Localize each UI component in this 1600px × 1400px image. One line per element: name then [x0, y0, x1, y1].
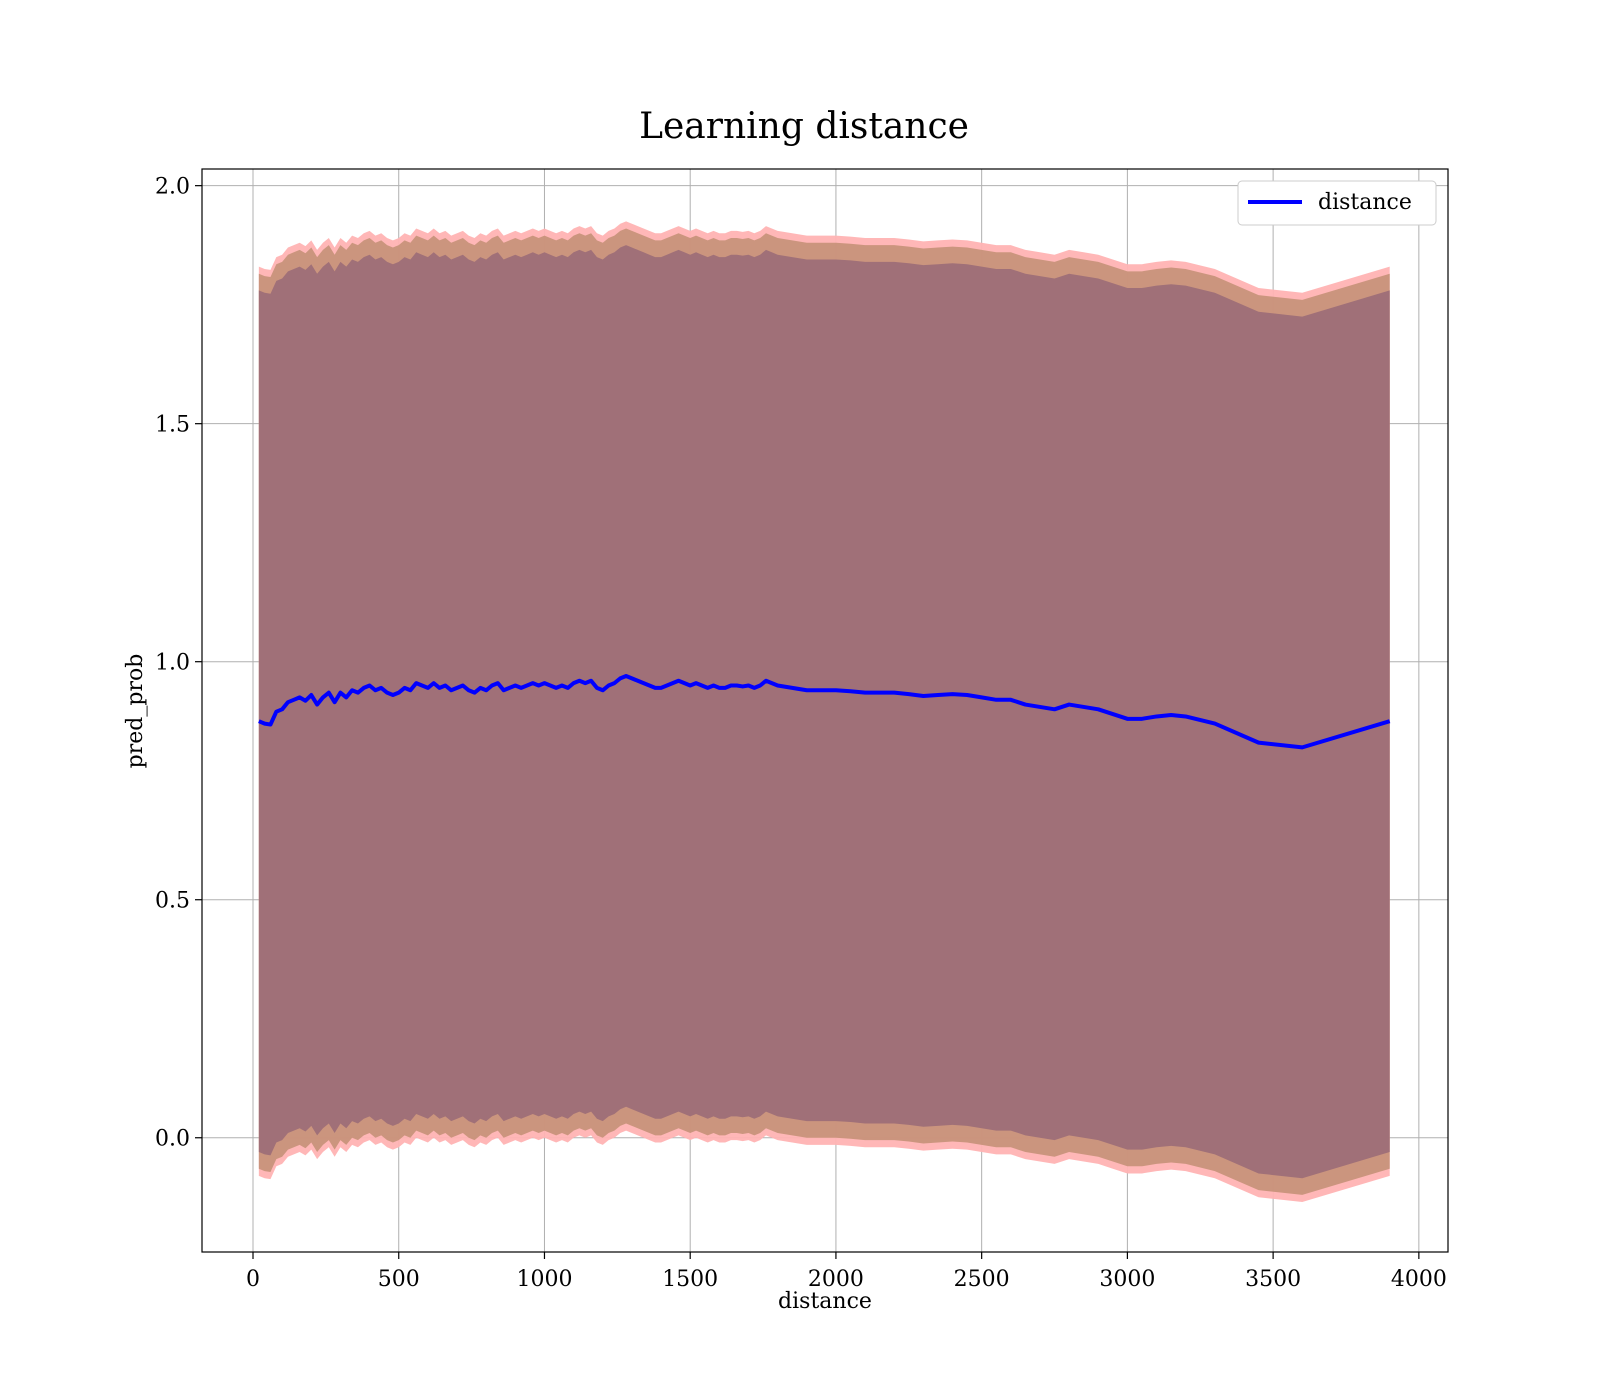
x-tick-label: 0: [246, 1267, 260, 1292]
x-tick-label: 2500: [954, 1267, 1010, 1292]
plot-frame: [201, 168, 1449, 1253]
x-tick-label: 1000: [516, 1267, 572, 1292]
x-axis-label: distance: [778, 1289, 872, 1314]
series-line-distance: [258, 673, 1391, 750]
y-tick-label: 1.0: [155, 651, 190, 676]
x-tick-label: 3000: [1099, 1267, 1155, 1292]
chart-title: Learning distance: [639, 106, 969, 147]
series-lines: [258, 673, 1391, 750]
y-tick-label: 2.0: [155, 175, 190, 200]
x-tick-label: 1500: [662, 1267, 718, 1292]
band-inner: [258, 245, 1390, 1179]
legend: distance: [1237, 180, 1437, 226]
x-axis-ticks: 0 500 1000 1500 2000 2500 3000 3500 4000: [246, 1252, 1447, 1292]
x-tick-label: 4000: [1391, 1267, 1447, 1292]
legend-label-distance: distance: [1318, 190, 1412, 215]
y-axis-label: pred_prob: [123, 654, 148, 769]
confidence-bands: [258, 221, 1390, 1203]
x-tick-label: 500: [378, 1267, 420, 1292]
x-tick-label: 3500: [1245, 1267, 1301, 1292]
y-axis-ticks: 0.0 0.5 1.0 1.5 2.0: [155, 175, 202, 1152]
y-tick-label: 1.5: [155, 413, 190, 438]
legend-box: [1237, 180, 1437, 226]
y-tick-label: 0.5: [155, 889, 190, 914]
x-tick-label: 2000: [808, 1267, 864, 1292]
y-tick-label: 0.0: [155, 1127, 190, 1152]
